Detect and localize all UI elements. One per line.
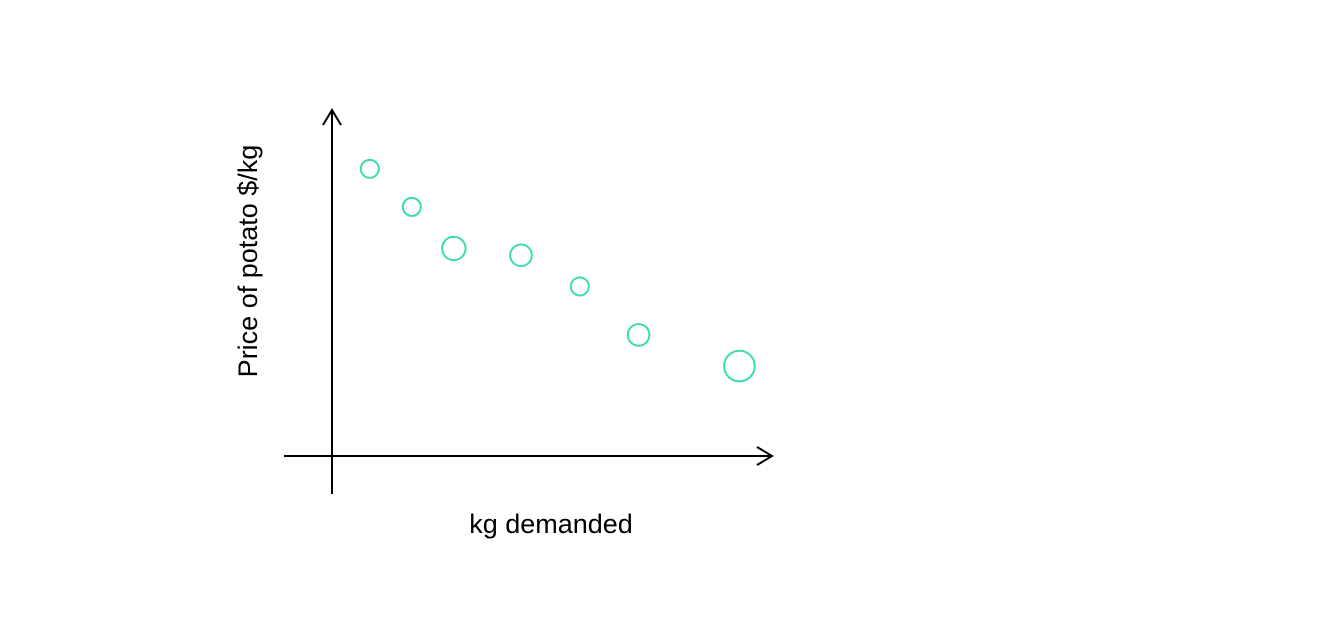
- data-point: [359, 158, 380, 179]
- x-axis: [284, 446, 774, 466]
- x-axis-label: kg demanded: [469, 509, 633, 539]
- y-axis: [322, 108, 342, 494]
- data-point: [441, 235, 467, 262]
- y-axis-label: Price of potato $/kg: [233, 145, 263, 378]
- data-point: [401, 196, 422, 217]
- data-point: [723, 349, 756, 383]
- data-point: [509, 243, 533, 268]
- data-points: [359, 158, 756, 383]
- data-point: [626, 323, 651, 347]
- data-point: [569, 276, 590, 297]
- x-axis-arrowhead: [756, 446, 774, 466]
- y-axis-arrowhead: [322, 108, 342, 126]
